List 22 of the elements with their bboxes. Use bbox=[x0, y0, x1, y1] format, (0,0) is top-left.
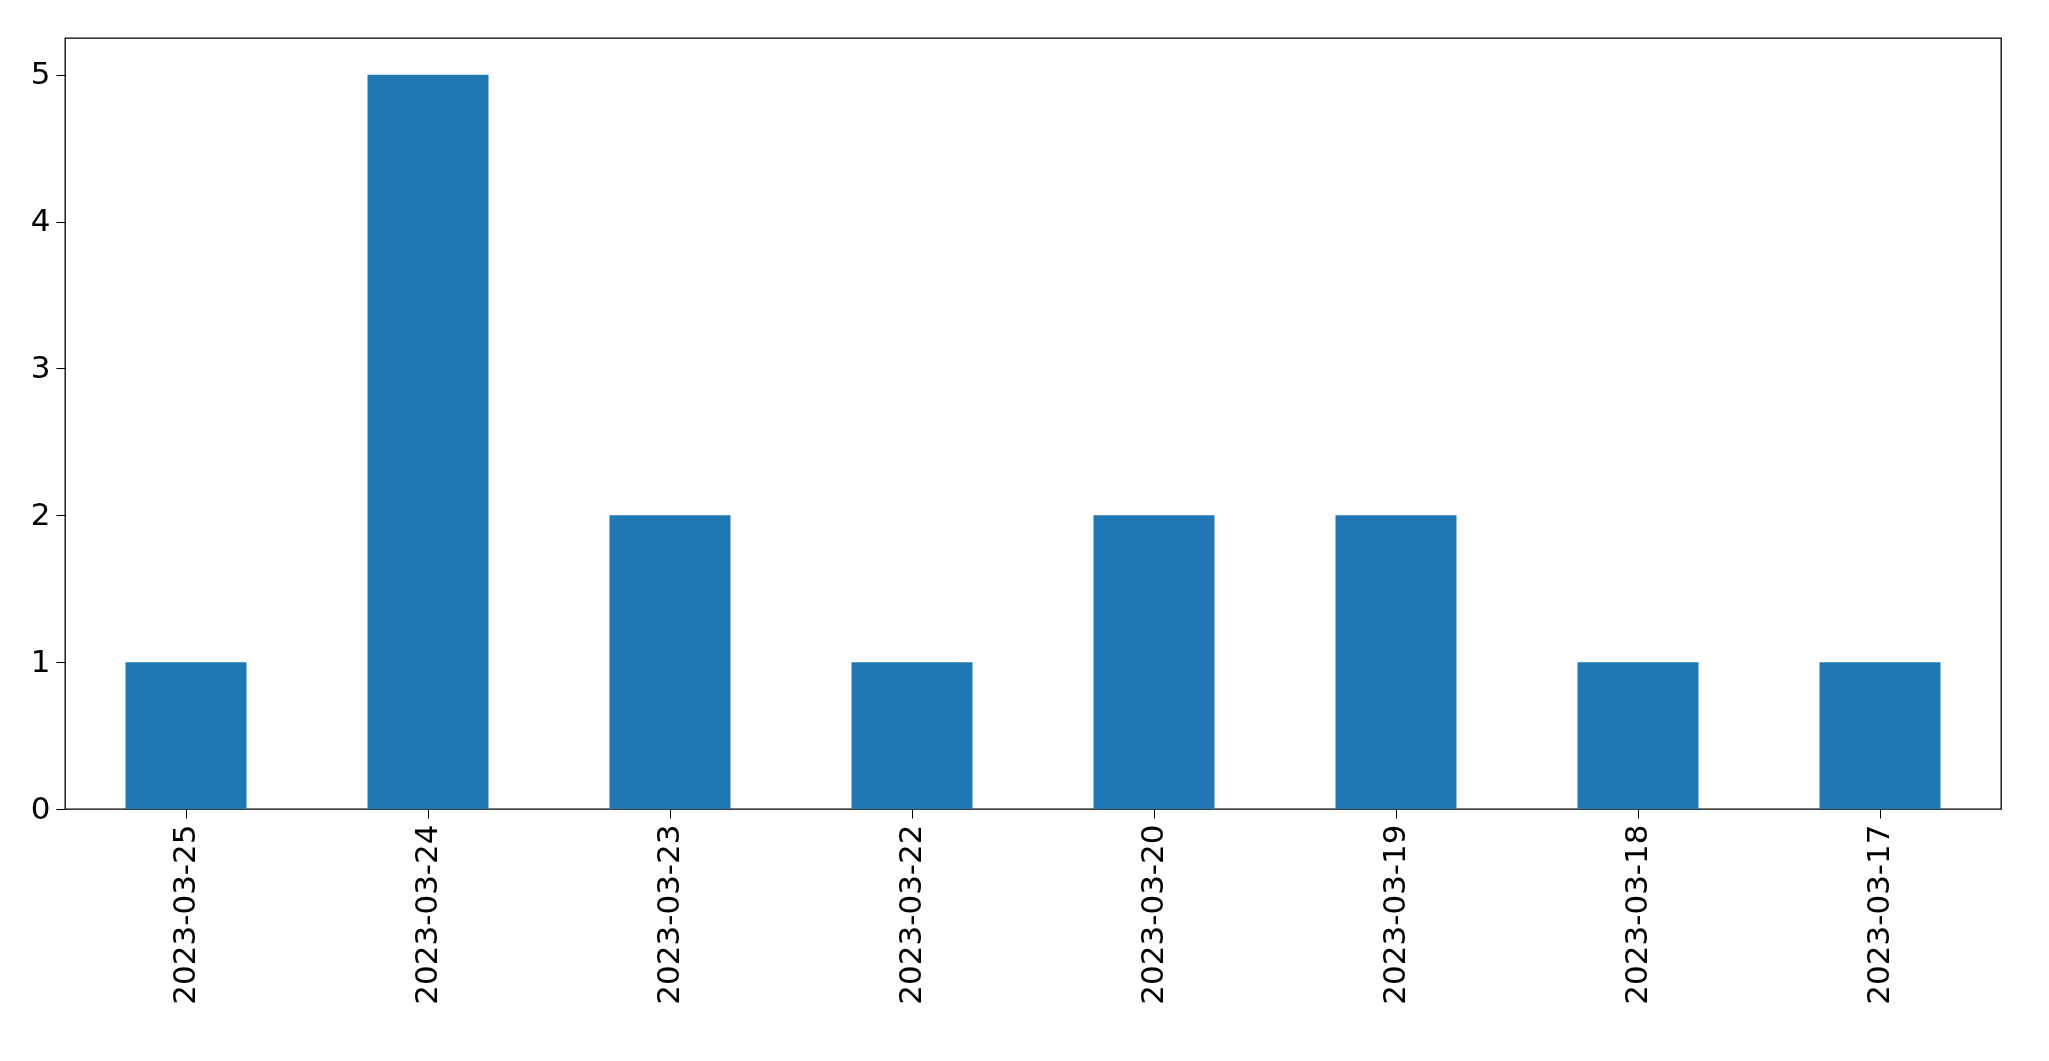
x-tick-label: 2023-03-20 bbox=[1134, 824, 1170, 1005]
bar bbox=[1577, 662, 1699, 809]
bar bbox=[1093, 515, 1215, 809]
x-tick-label: 2023-03-24 bbox=[408, 824, 444, 1005]
bar bbox=[1819, 662, 1941, 809]
bar bbox=[1335, 515, 1457, 809]
x-tick-label: 2023-03-22 bbox=[892, 824, 928, 1005]
y-tick-label: 1 bbox=[30, 642, 51, 679]
bar bbox=[851, 662, 973, 809]
bar bbox=[609, 515, 731, 809]
x-tick-label: 2023-03-25 bbox=[166, 824, 202, 1005]
x-tick-label: 2023-03-18 bbox=[1618, 824, 1654, 1005]
y-tick-label: 5 bbox=[30, 55, 51, 92]
x-tick-label: 2023-03-17 bbox=[1860, 824, 1896, 1005]
bar bbox=[367, 74, 489, 809]
bar bbox=[125, 662, 247, 809]
y-tick-label: 3 bbox=[30, 348, 51, 385]
x-tick-label: 2023-03-19 bbox=[1376, 824, 1412, 1005]
y-tick-label: 0 bbox=[30, 789, 51, 826]
x-tick-label: 2023-03-23 bbox=[650, 824, 686, 1005]
y-tick-label: 2 bbox=[30, 495, 51, 532]
y-tick-label: 4 bbox=[30, 202, 51, 239]
